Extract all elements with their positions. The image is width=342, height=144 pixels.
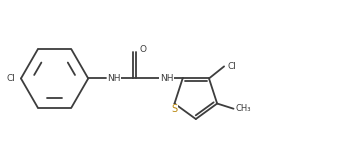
Text: NH: NH — [107, 74, 121, 83]
Text: S: S — [171, 104, 177, 114]
Text: O: O — [140, 45, 146, 54]
Text: Cl: Cl — [227, 62, 236, 71]
Text: Cl: Cl — [7, 74, 16, 83]
Text: CH₃: CH₃ — [235, 104, 251, 113]
Text: NH: NH — [160, 74, 173, 83]
